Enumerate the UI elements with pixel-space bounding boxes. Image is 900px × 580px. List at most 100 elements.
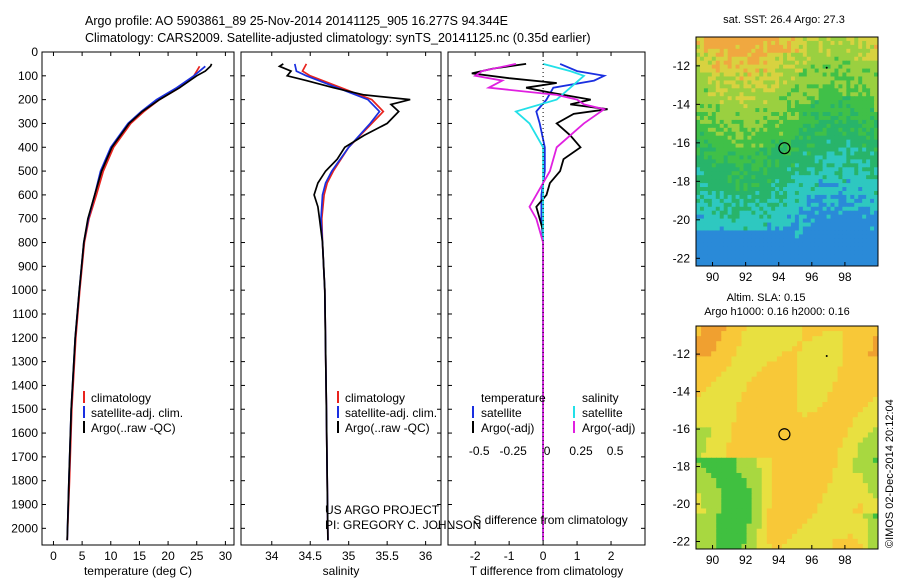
heatmap-cell (726, 533, 732, 540)
heatmap-cell (842, 100, 847, 105)
heatmap-cell (872, 326, 878, 332)
heatmap-cell (812, 391, 818, 398)
heatmap-cell (866, 222, 871, 228)
heatmap-cell (858, 214, 863, 220)
heatmap-cell (776, 442, 783, 449)
heatmap-cell (810, 60, 816, 66)
heatmap-cell (711, 60, 717, 66)
heatmap-cell (847, 533, 854, 540)
heatmap-cell (759, 206, 764, 212)
heatmap-cell (771, 432, 778, 439)
heatmap-cell (751, 155, 756, 160)
heatmap-cell (743, 159, 749, 164)
heatmap-cell (787, 503, 793, 510)
heatmap-cell (767, 147, 772, 153)
heatmap-cell (715, 108, 721, 113)
heatmap-cell (850, 230, 855, 236)
heatmap-cell (735, 230, 741, 236)
heatmap-cell (807, 447, 813, 454)
heatmap-cell (783, 254, 788, 259)
heatmap-cell (735, 262, 741, 266)
heatmap-cell (747, 92, 752, 97)
heatmap-cell (850, 222, 855, 228)
heatmap-cell (837, 498, 844, 504)
heatmap-cell (747, 96, 752, 101)
heatmap-cell (872, 437, 878, 444)
heatmap-cell (751, 498, 758, 504)
heatmap-cell (701, 412, 707, 418)
heatmap-cell (771, 234, 776, 239)
heatmap-cell (814, 139, 820, 145)
heatmap-cell (792, 467, 798, 474)
heatmap-cell (830, 262, 836, 266)
heatmap-cell (707, 131, 713, 137)
heatmap-cell (759, 210, 764, 216)
heatmap-cell (842, 135, 847, 141)
heatmap-cell (807, 326, 813, 332)
heatmap-cell (721, 508, 727, 515)
heatmap-cell (763, 104, 768, 109)
heatmap-cell (766, 391, 773, 398)
heatmap-cell (818, 246, 824, 251)
heatmap-cell (798, 40, 804, 46)
heatmap-cell (838, 135, 843, 141)
heatmap-cell (776, 391, 783, 398)
heatmap-cell (790, 72, 796, 78)
heatmap-cell (818, 88, 824, 93)
heatmap-cell (802, 508, 808, 515)
heatmap-cell (794, 163, 800, 168)
heatmap-cell (776, 361, 783, 368)
heatmap-cell (850, 187, 855, 192)
heatmap-cell (759, 187, 764, 192)
heatmap-cell (794, 214, 800, 220)
heatmap-cell (751, 488, 758, 494)
heatmap-cell (771, 198, 776, 204)
heatmap-cell (790, 127, 796, 133)
heatmap-cell (806, 96, 812, 101)
heatmap-cell (798, 238, 804, 243)
heatmap-cell (711, 341, 717, 347)
heatmap-cell (874, 127, 878, 133)
heatmap-cell (775, 37, 780, 42)
heatmap-cell (797, 366, 803, 373)
heatmap-cell (775, 64, 780, 70)
heatmap-cell (771, 183, 776, 188)
heatmap-cell (726, 518, 732, 525)
heatmap-cell (711, 108, 717, 113)
heatmap-cell (870, 123, 875, 129)
heatmap-cell (806, 131, 812, 137)
heatmap-cell (807, 391, 813, 398)
heatmap-cell (822, 198, 828, 204)
heatmap-cell (759, 183, 764, 188)
heatmap-cell (775, 210, 780, 216)
heatmap-cell (842, 159, 847, 164)
heatmap-cell (767, 194, 772, 200)
heatmap-cell (711, 493, 717, 499)
heatmap-cell (818, 171, 824, 176)
heatmap-cell (854, 155, 859, 160)
heatmap-cell (822, 155, 828, 160)
heatmap-cell (847, 361, 854, 368)
heatmap-cell (857, 488, 864, 494)
heatmap-cell (842, 254, 847, 259)
heatmap-cell (790, 112, 796, 117)
heatmap-cell (837, 538, 844, 545)
heatmap-cell (699, 175, 705, 180)
heatmap-cell (707, 112, 713, 117)
heatmap-cell (739, 48, 745, 54)
heatmap-cell (696, 60, 701, 66)
heatmap-cell (858, 190, 863, 196)
heatmap-cell (723, 131, 729, 137)
heatmap-cell (751, 64, 756, 70)
heatmap-cell (766, 472, 773, 479)
heatmap-cell (767, 68, 772, 74)
heatmap-cell (739, 183, 745, 188)
heatmap-cell (731, 452, 738, 459)
heatmap-cell (807, 457, 813, 464)
heatmap-cell (814, 127, 820, 133)
heatmap-cell (822, 331, 829, 337)
heatmap-cell (874, 214, 878, 220)
heatmap-cell (858, 135, 863, 141)
heatmap-cell (706, 442, 712, 449)
heatmap-cell (731, 143, 737, 149)
